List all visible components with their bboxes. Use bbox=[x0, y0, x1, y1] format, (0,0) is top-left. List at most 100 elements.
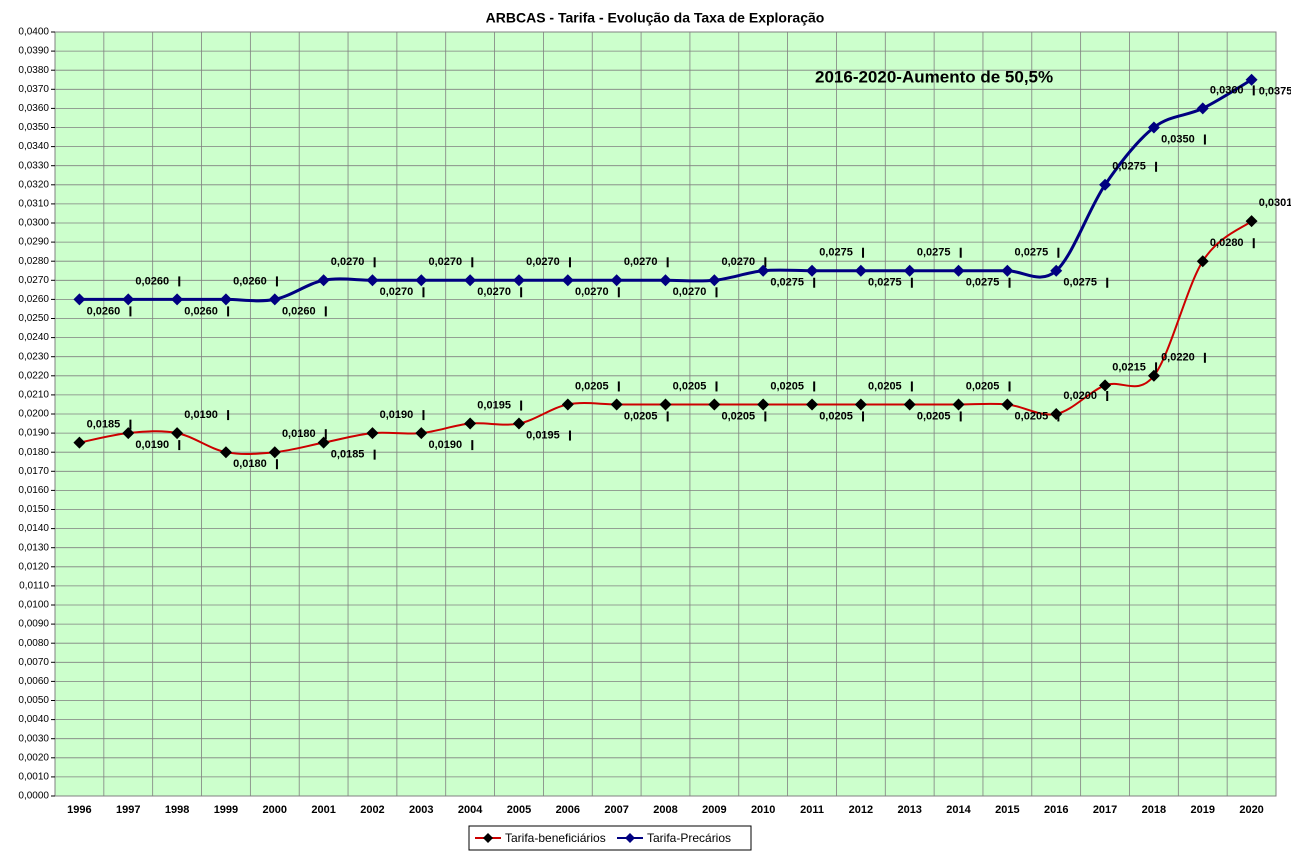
data-label: 0,0205 bbox=[722, 410, 756, 422]
marker bbox=[366, 427, 379, 440]
marker bbox=[708, 274, 721, 287]
marker bbox=[73, 436, 86, 449]
x-tick-label: 2000 bbox=[263, 804, 287, 816]
data-label: 0,0275 bbox=[917, 247, 951, 259]
data-label: 0,0270 bbox=[380, 286, 414, 298]
marker bbox=[561, 274, 574, 287]
data-label: 0,0270 bbox=[331, 256, 365, 268]
data-label: 0,0190 bbox=[428, 439, 462, 451]
marker bbox=[512, 274, 525, 287]
marker bbox=[73, 293, 86, 306]
data-label: 0,0195 bbox=[477, 399, 511, 411]
x-tick-label: 2018 bbox=[1142, 804, 1166, 816]
x-tick-label: 1997 bbox=[116, 804, 140, 816]
data-label: 0,0270 bbox=[428, 256, 462, 268]
data-label: 0,0260 bbox=[135, 275, 169, 287]
y-tick-label: 0,0370 bbox=[18, 84, 49, 95]
y-tick-label: 0,0050 bbox=[18, 695, 49, 706]
marker bbox=[903, 398, 916, 411]
marker bbox=[366, 274, 379, 287]
y-tick-label: 0,0000 bbox=[18, 791, 49, 802]
y-tick-label: 0,0130 bbox=[18, 542, 49, 553]
data-label: 0,0205 bbox=[575, 380, 609, 392]
data-label: 0,0270 bbox=[624, 256, 658, 268]
x-tick-label: 2016 bbox=[1044, 804, 1068, 816]
data-label: 0,0205 bbox=[966, 380, 1000, 392]
marker bbox=[464, 417, 477, 430]
x-tick-label: 2005 bbox=[507, 804, 531, 816]
marker bbox=[1196, 255, 1209, 268]
marker bbox=[415, 427, 428, 440]
marker bbox=[1050, 408, 1063, 420]
data-label: 0,0360 bbox=[1210, 84, 1244, 96]
marker bbox=[415, 274, 428, 287]
data-label: 0,0205 bbox=[624, 410, 658, 422]
marker bbox=[1099, 379, 1112, 392]
x-tick-label: 2017 bbox=[1093, 804, 1117, 816]
y-tick-label: 0,0140 bbox=[18, 523, 49, 534]
y-tick-label: 0,0150 bbox=[18, 504, 49, 515]
data-label: 0,0205 bbox=[1015, 410, 1049, 422]
y-tick-label: 0,0320 bbox=[18, 179, 49, 190]
y-tick-label: 0,0260 bbox=[18, 294, 49, 305]
data-label: 0,0301 bbox=[1259, 197, 1291, 209]
data-label: 0,0280 bbox=[1210, 237, 1244, 249]
marker bbox=[561, 398, 574, 411]
x-tick-label: 2006 bbox=[556, 804, 580, 816]
y-tick-label: 0,0270 bbox=[18, 275, 49, 286]
marker bbox=[659, 398, 672, 411]
marker bbox=[1001, 398, 1014, 411]
marker bbox=[1245, 215, 1258, 228]
x-tick-label: 2011 bbox=[800, 804, 824, 816]
x-tick-label: 2007 bbox=[604, 804, 628, 816]
marker bbox=[1001, 264, 1014, 277]
x-tick-label: 2019 bbox=[1190, 804, 1214, 816]
legend-label: Tarifa-beneficiários bbox=[505, 831, 606, 845]
marker bbox=[610, 274, 623, 287]
marker bbox=[806, 264, 819, 277]
y-tick-label: 0,0080 bbox=[18, 638, 49, 649]
data-label: 0,0275 bbox=[868, 277, 902, 289]
data-label: 0,0260 bbox=[184, 305, 218, 317]
x-tick-label: 2010 bbox=[751, 804, 775, 816]
x-tick-label: 1996 bbox=[67, 804, 91, 816]
y-tick-label: 0,0190 bbox=[18, 428, 49, 439]
y-tick-label: 0,0310 bbox=[18, 199, 49, 210]
y-tick-label: 0,0210 bbox=[18, 390, 49, 401]
data-label: 0,0275 bbox=[966, 277, 1000, 289]
x-tick-label: 2013 bbox=[897, 804, 921, 816]
y-tick-label: 0,0030 bbox=[18, 733, 49, 744]
legend: Tarifa-beneficiários Tarifa-Precários bbox=[468, 825, 752, 851]
x-tick-label: 1999 bbox=[214, 804, 238, 816]
data-label: 0,0205 bbox=[770, 380, 804, 392]
marker bbox=[219, 446, 232, 459]
data-label: 0,0275 bbox=[819, 247, 853, 259]
marker bbox=[464, 274, 477, 287]
data-label: 0,0190 bbox=[184, 409, 218, 421]
marker bbox=[512, 417, 525, 430]
data-label: 0,0205 bbox=[917, 410, 951, 422]
y-tick-label: 0,0360 bbox=[18, 103, 49, 114]
data-label: 0,0200 bbox=[1063, 390, 1097, 402]
data-label: 0,0185 bbox=[87, 419, 121, 431]
data-label: 0,0350 bbox=[1161, 133, 1195, 145]
annotation: 2016-2020-Aumento de 50,5% bbox=[815, 67, 1053, 86]
marker bbox=[1147, 369, 1160, 382]
y-tick-label: 0,0040 bbox=[18, 714, 49, 725]
y-tick-label: 0,0250 bbox=[18, 313, 49, 324]
data-label: 0,0270 bbox=[673, 286, 707, 298]
marker bbox=[610, 398, 623, 411]
x-tick-label: 2015 bbox=[995, 804, 1019, 816]
y-tick-label: 0,0180 bbox=[18, 447, 49, 458]
y-tick-label: 0,0240 bbox=[18, 332, 49, 343]
marker bbox=[122, 427, 135, 440]
y-tick-label: 0,0070 bbox=[18, 657, 49, 668]
y-tick-label: 0,0390 bbox=[18, 46, 49, 57]
data-label: 0,0270 bbox=[575, 286, 609, 298]
marker bbox=[268, 293, 281, 306]
marker bbox=[1050, 264, 1063, 277]
data-label: 0,0190 bbox=[380, 409, 414, 421]
data-label: 0,0215 bbox=[1112, 361, 1146, 373]
marker bbox=[1099, 178, 1112, 191]
